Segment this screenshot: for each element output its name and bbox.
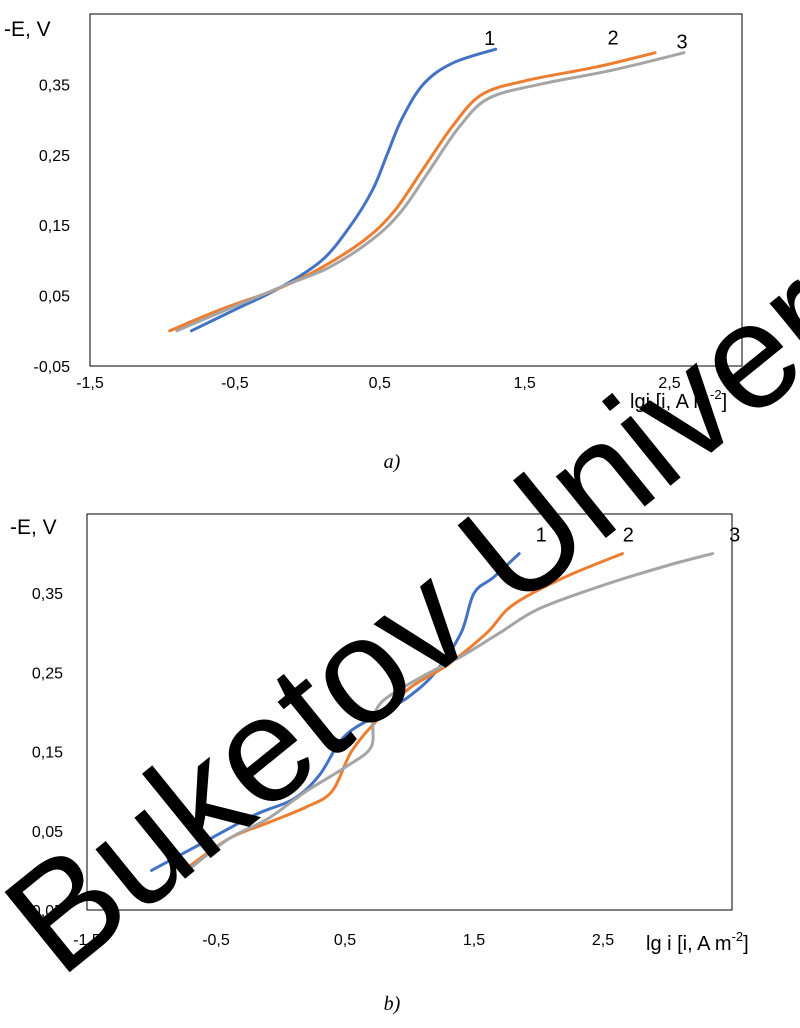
x-tick-label: -1,5 [76, 375, 104, 392]
x-tick-label: -0,5 [202, 932, 230, 949]
chart-a-y-ticks: -0,05 0,05 0,15 0,25 0,35 [34, 77, 71, 376]
chart-a-x-axis-label: lgi [i, A m-2] [630, 387, 727, 413]
y-tick-label: 0,25 [32, 665, 63, 682]
chart-b-x-axis-label: lg i [i, A m-2] [646, 929, 749, 955]
series-line-3 [186, 552, 715, 872]
chart-a-y-axis-label: -E, V [4, 18, 51, 41]
chart-b-y-ticks: -0,05 0,05 0,15 0,25 0,35 [27, 586, 64, 920]
curve-label-1: 1 [484, 28, 495, 50]
y-tick-label: 0,25 [39, 148, 70, 165]
x-tick-label: 2,5 [592, 932, 614, 949]
x-tick-label: 2,5 [658, 375, 680, 392]
chart-a-plot-area [89, 13, 743, 367]
chart-b-curve-labels: 1 2 3 [536, 525, 741, 547]
y-tick-label: 0,35 [39, 77, 70, 94]
curve-label-1: 1 [536, 525, 547, 547]
chart-b-plot-area [86, 513, 733, 911]
chart-b: -E, V -0,05 0,05 0,15 0,25 0,35 -1,5 -0,5 0,5 1… [10, 513, 749, 1015]
chart-a-series [168, 47, 686, 333]
watermark: Buketov University [0, 93, 800, 1005]
chart-b-y-axis-label: -E, V [10, 516, 57, 539]
x-tick-label: 0,5 [369, 375, 391, 392]
series-line-2 [168, 51, 657, 333]
x-tick-label: 1,5 [463, 932, 485, 949]
series-line-2 [182, 552, 624, 872]
y-tick-label: 0,05 [32, 824, 63, 841]
y-tick-label: 0,15 [39, 218, 70, 235]
y-tick-label: 0,15 [32, 745, 63, 762]
chart-a-curve-labels: 1 2 3 [484, 28, 687, 54]
y-tick-label: -0,05 [34, 359, 71, 376]
curve-label-3: 3 [729, 525, 740, 547]
y-tick-label: 0,05 [39, 289, 70, 306]
chart-a-x-ticks: -1,5 -0,5 0,5 1,5 2,5 [76, 375, 681, 392]
y-tick-label: -0,05 [27, 903, 64, 920]
chart-b-x-ticks: -1,5 -0,5 0,5 1,5 2,5 [73, 932, 614, 949]
series-line-1 [189, 47, 498, 333]
y-tick-label: 0,35 [32, 586, 63, 603]
chart-b-caption: b) [384, 993, 401, 1015]
x-tick-label: 0,5 [334, 932, 356, 949]
series-line-3 [175, 51, 686, 333]
x-tick-label: -1,5 [73, 932, 101, 949]
x-tick-label: -0,5 [221, 375, 249, 392]
chart-a: -E, V -0,05 0,05 0,15 0,25 0,35 -1,5 -0,5 0,5 1… [4, 13, 743, 473]
curve-label-2: 2 [623, 525, 634, 547]
x-tick-label: 1,5 [514, 375, 536, 392]
curve-label-2: 2 [608, 28, 619, 50]
curve-label-3: 3 [676, 32, 687, 54]
chart-a-caption: a) [384, 451, 401, 473]
chart-b-series [150, 552, 715, 872]
